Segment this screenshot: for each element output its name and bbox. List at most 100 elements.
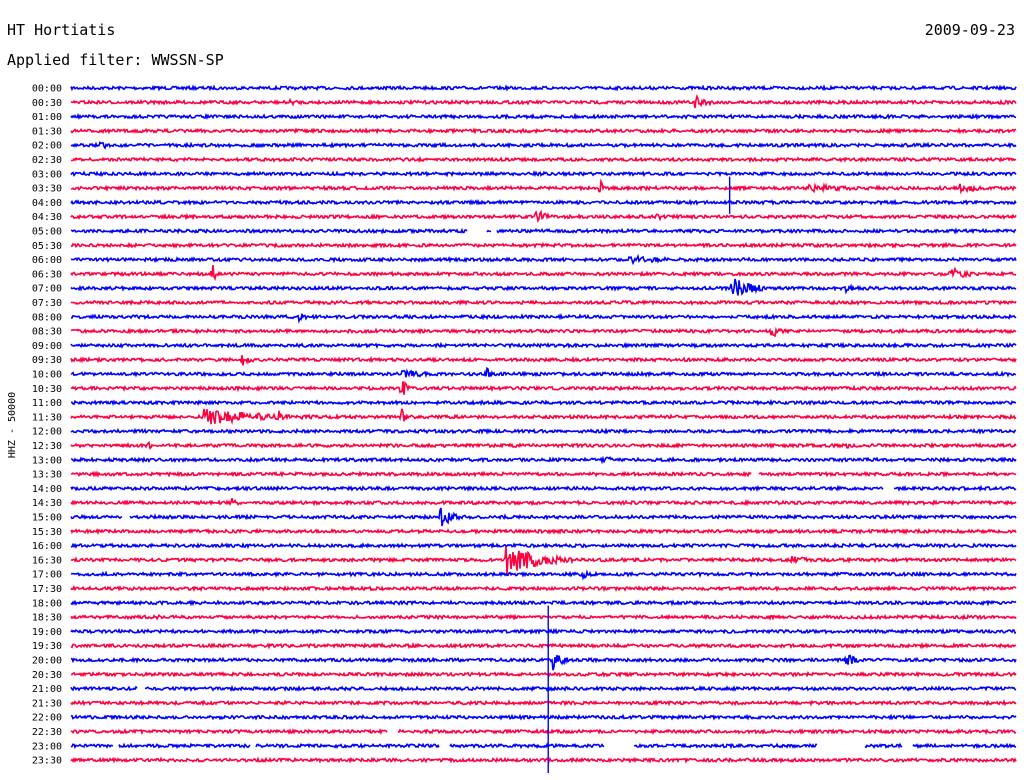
trace-row-0300 xyxy=(70,170,1017,178)
row-time-label: 01:30 xyxy=(32,126,62,137)
row-time-label: 15:00 xyxy=(32,513,62,524)
row-time-label: 16:30 xyxy=(32,555,62,566)
filter-label: Applied filter: WWSSN-SP xyxy=(7,51,224,69)
spike-group xyxy=(547,176,731,773)
row-time-label: 11:30 xyxy=(32,412,62,423)
y-axis-label: HHZ - 50000 xyxy=(7,392,18,458)
row-time-label: 14:00 xyxy=(32,484,62,495)
row-time-label: 21:30 xyxy=(32,698,62,709)
trace-row-0200 xyxy=(70,140,1017,150)
trace-row-0400 xyxy=(70,198,1017,207)
row-time-label: 16:00 xyxy=(32,541,62,552)
row-time-label: 02:30 xyxy=(32,155,62,166)
row-time-label: 11:00 xyxy=(32,398,62,409)
trace-group xyxy=(70,84,1017,764)
trace-row-1930 xyxy=(70,641,1017,650)
row-time-label: 19:30 xyxy=(32,641,62,652)
trace-row-0000 xyxy=(70,84,1017,92)
trace-row-0230 xyxy=(70,155,1017,164)
row-time-label: 08:30 xyxy=(32,327,62,338)
trace-row-2230 xyxy=(70,727,1017,736)
row-time-label: 12:00 xyxy=(32,427,62,438)
trace-row-0630 xyxy=(70,265,1017,282)
trace-row-0600 xyxy=(70,253,1017,266)
row-time-label: 22:30 xyxy=(32,727,62,738)
trace-row-1000 xyxy=(70,366,1017,379)
trace-row-0730 xyxy=(70,298,1017,307)
trace-row-2030 xyxy=(70,670,1017,679)
trace-row-1130 xyxy=(70,408,1017,425)
trace-row-2100 xyxy=(70,684,1017,693)
trace-row-0500 xyxy=(71,227,1017,235)
row-time-label: 05:30 xyxy=(32,241,62,252)
row-time-label: 22:00 xyxy=(32,713,62,724)
trace-row-0900 xyxy=(70,341,1017,350)
trace-row-1630 xyxy=(70,546,1017,576)
row-time-label: 13:00 xyxy=(32,455,62,466)
row-time-label: 08:00 xyxy=(32,312,62,323)
trace-row-2300 xyxy=(70,742,1017,750)
station-title: HT Hortiatis xyxy=(7,21,115,39)
date-label: 2009-09-23 xyxy=(925,21,1015,39)
trace-row-1200 xyxy=(70,427,1017,435)
trace-row-0700 xyxy=(70,278,1017,296)
trace-row-1330 xyxy=(70,470,1017,478)
trace-row-1300 xyxy=(70,455,1017,465)
row-time-label: 23:30 xyxy=(32,756,62,767)
row-time-label: 14:30 xyxy=(32,498,62,509)
row-time-label: 01:00 xyxy=(32,112,62,123)
trace-row-1900 xyxy=(70,627,1017,636)
row-time-label: 15:30 xyxy=(32,527,62,538)
trace-row-0130 xyxy=(70,127,1016,135)
trace-row-0100 xyxy=(70,112,1017,121)
trace-row-0530 xyxy=(71,241,1017,249)
row-time-label: 21:00 xyxy=(32,684,62,695)
trace-row-0830 xyxy=(70,326,1017,338)
row-time-label: 02:00 xyxy=(32,141,62,152)
row-time-label: 17:30 xyxy=(32,584,62,595)
row-time-label: 00:30 xyxy=(32,98,62,109)
row-time-label: 23:00 xyxy=(32,741,62,752)
row-time-label: 20:30 xyxy=(32,670,62,681)
trace-row-1830 xyxy=(70,613,1017,621)
row-time-label: 03:00 xyxy=(32,169,62,180)
trace-row-1700 xyxy=(70,569,1017,581)
row-time-label: 10:30 xyxy=(32,384,62,395)
row-time-label: 18:30 xyxy=(32,613,62,624)
row-time-label: 05:00 xyxy=(32,227,62,238)
trace-row-1100 xyxy=(70,398,1016,407)
row-time-label: 10:00 xyxy=(32,370,62,381)
row-time-label: 04:30 xyxy=(32,212,62,223)
row-time-label: 00:00 xyxy=(32,84,62,95)
row-time-label: 12:30 xyxy=(32,441,62,452)
trace-row-0430 xyxy=(70,209,1017,224)
tick-label-group: 00:00 00:30 01:00 01:30 02:00 02:30 03:00 03:30… xyxy=(32,84,62,767)
trace-row-0800 xyxy=(70,312,1017,324)
row-time-label: 09:30 xyxy=(32,355,62,366)
trace-row-2000 xyxy=(70,654,1017,671)
row-time-label: 18:00 xyxy=(32,598,62,609)
row-time-label: 09:00 xyxy=(32,341,62,352)
row-time-label: 07:00 xyxy=(32,284,62,295)
row-time-label: 03:30 xyxy=(32,184,62,195)
trace-row-0030 xyxy=(70,93,1017,109)
row-time-label: 19:00 xyxy=(32,627,62,638)
trace-row-1400 xyxy=(70,484,1017,493)
trace-row-1800 xyxy=(70,599,1017,607)
trace-row-0330 xyxy=(70,178,1017,195)
trace-row-1030 xyxy=(70,381,1017,395)
row-time-label: 13:30 xyxy=(32,470,62,481)
row-time-label: 07:30 xyxy=(32,298,62,309)
trace-row-1500 xyxy=(70,507,1017,527)
trace-row-2200 xyxy=(70,713,1017,721)
trace-row-2130 xyxy=(70,699,1017,707)
trace-row-1230 xyxy=(70,440,1017,450)
trace-row-1430 xyxy=(70,498,1017,507)
trace-row-2330 xyxy=(70,756,1017,764)
row-time-label: 06:30 xyxy=(32,269,62,280)
row-time-label: 04:00 xyxy=(32,198,62,209)
trace-row-1730 xyxy=(70,584,1017,593)
row-time-label: 20:00 xyxy=(32,656,62,667)
row-time-label: 17:00 xyxy=(32,570,62,581)
